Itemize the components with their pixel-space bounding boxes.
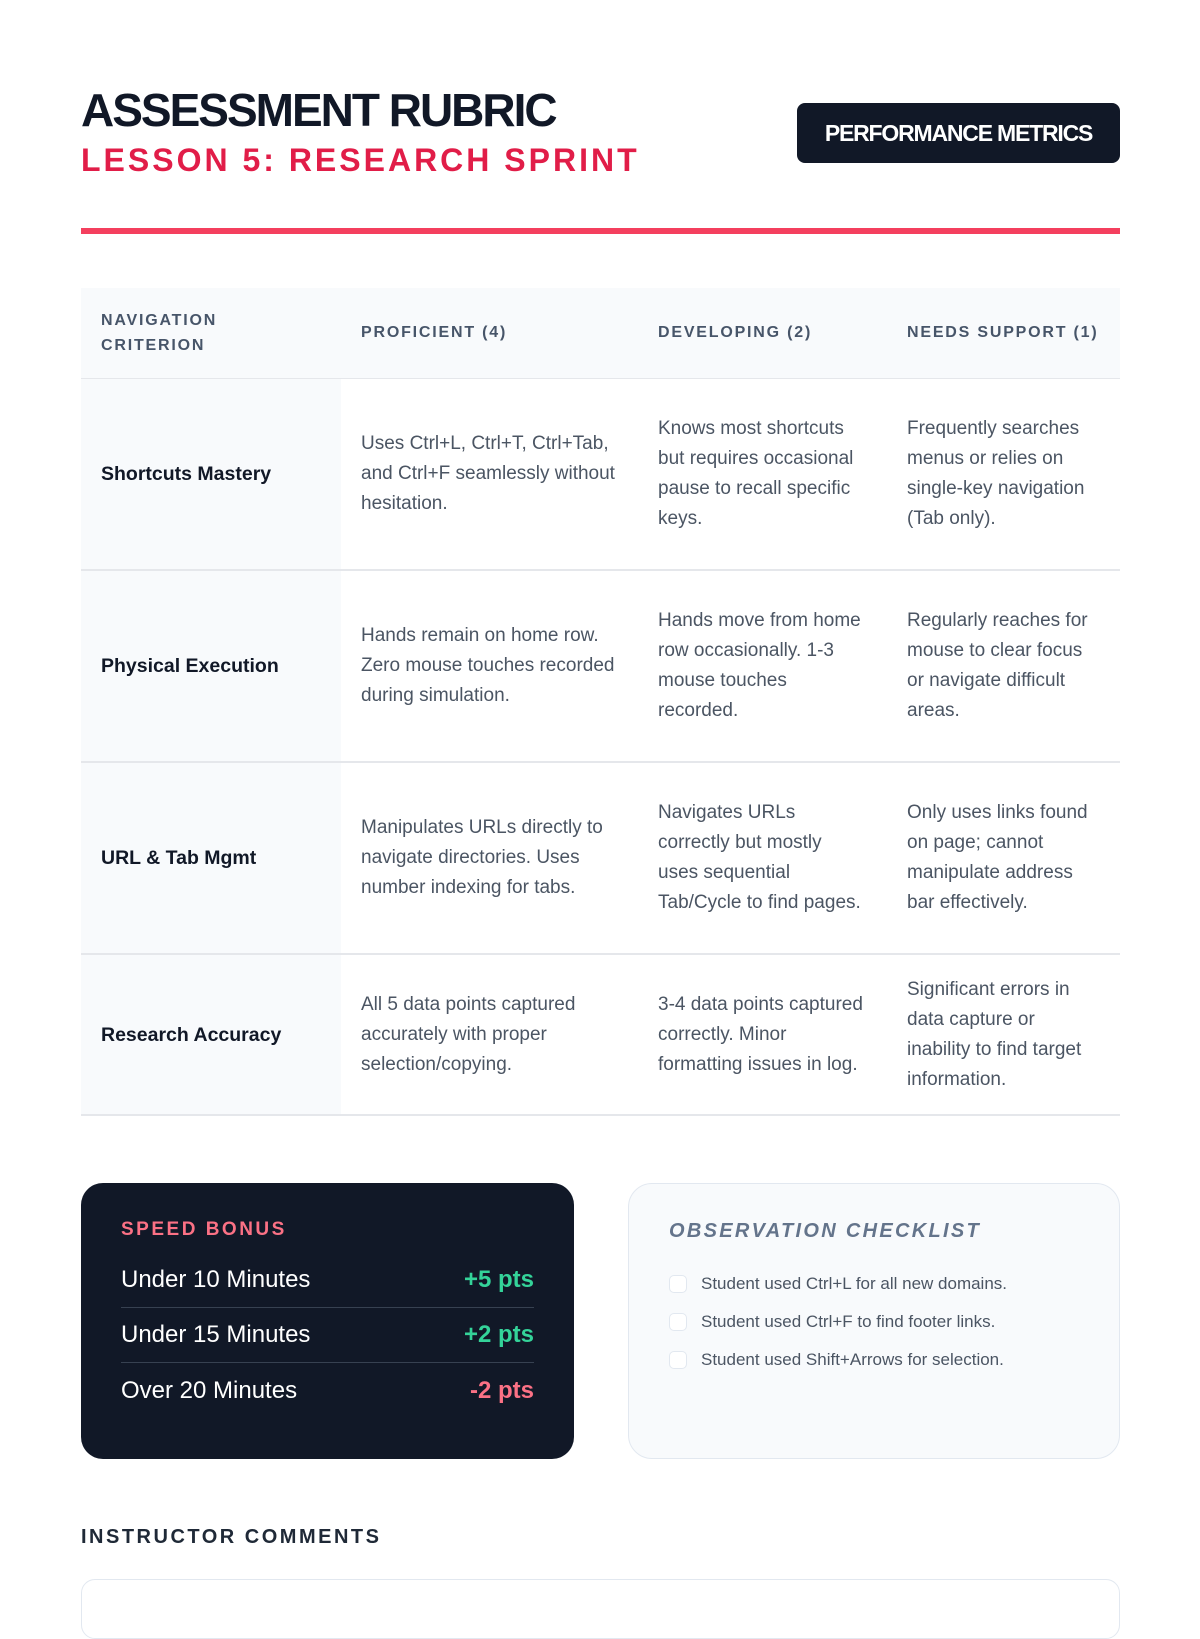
checkbox[interactable] [669,1351,687,1369]
table-row: URL & Tab Mgmt Manipulates URLs directly… [81,762,1120,955]
developing-cell: 3-4 data points captured correctly. Mino… [638,954,887,1116]
proficient-cell: All 5 data points captured accurately wi… [341,954,638,1116]
needs-support-cell: Regularly reaches for mouse to clear foc… [887,570,1120,763]
checklist-label: Student used Ctrl+L for all new domains. [701,1274,1008,1293]
checkbox[interactable] [669,1275,687,1293]
speed-bonus-points: +2 pts [463,1321,534,1348]
column-header: DEVELOPING (2) [638,288,887,379]
developing-cell: Navigates URLs correctly but mostly uses… [638,762,887,955]
speed-bonus-row: Over 20 Minutes -2 pts [121,1363,534,1418]
checklist-label: Student used Ctrl+F to find footer links… [701,1312,996,1331]
speed-bonus-label: Under 15 Minutes [121,1321,311,1348]
speed-bonus-points: +5 pts [463,1266,534,1293]
checklist-item[interactable]: Student used Ctrl+F to find footer links… [669,1303,1079,1341]
instructor-comments-label: INSTRUCTOR COMMENTS [81,1526,382,1548]
column-header: NAVIGATION CRITERION [81,288,341,379]
speed-bonus-title: SPEED BONUS [121,1219,287,1240]
speed-bonus-label: Under 10 Minutes [121,1266,311,1293]
table-row: Shortcuts Mastery Uses Ctrl+L, Ctrl+T, C… [81,378,1120,571]
table-row: Research Accuracy All 5 data points capt… [81,954,1120,1116]
checklist-item[interactable]: Student used Shift+Arrows for selection. [669,1341,1079,1379]
speed-bonus-row: Under 10 Minutes +5 pts [121,1253,534,1308]
criterion-cell: Physical Execution [81,570,341,763]
checklist-item[interactable]: Student used Ctrl+L for all new domains. [669,1265,1079,1303]
observation-checklist-card: OBSERVATION CHECKLIST Student used Ctrl+… [628,1183,1120,1459]
proficient-cell: Uses Ctrl+L, Ctrl+T, Ctrl+Tab, and Ctrl+… [341,378,638,571]
proficient-cell: Hands remain on home row. Zero mouse tou… [341,570,638,763]
header: ASSESSMENT RUBRIC LESSON 5: RESEARCH SPR… [81,82,1120,234]
performance-metrics-badge: PERFORMANCE METRICS [797,103,1120,163]
criterion-cell: Shortcuts Mastery [81,378,341,571]
needs-support-cell: Frequently searches menus or relies on s… [887,378,1120,571]
checkbox[interactable] [669,1313,687,1331]
criterion-cell: URL & Tab Mgmt [81,762,341,955]
instructor-comments-box[interactable] [81,1579,1120,1639]
developing-cell: Hands move from home row occasionally. 1… [638,570,887,763]
criterion-cell: Research Accuracy [81,954,341,1116]
proficient-cell: Manipulates URLs directly to navigate di… [341,762,638,955]
speed-bonus-row: Under 15 Minutes +2 pts [121,1308,534,1363]
needs-support-cell: Significant errors in data capture or in… [887,954,1120,1116]
checklist-label: Student used Shift+Arrows for selection. [701,1350,1004,1369]
page-subtitle: LESSON 5: RESEARCH SPRINT [81,142,640,178]
checklist-title: OBSERVATION CHECKLIST [669,1220,982,1242]
table-header-row: NAVIGATION CRITERION PROFICIENT (4) DEVE… [81,288,1120,379]
speed-bonus-card: SPEED BONUS Under 10 Minutes +5 pts Under… [81,1183,574,1459]
page-title: ASSESSMENT RUBRIC [81,84,558,136]
rubric-table: NAVIGATION CRITERION PROFICIENT (4) DEVE… [81,288,1120,1116]
developing-cell: Knows most shortcuts but requires occasi… [638,378,887,571]
speed-bonus-points: -2 pts [469,1376,534,1404]
table-row: Physical Execution Hands remain on home … [81,570,1120,763]
column-header: NEEDS SUPPORT (1) [887,288,1120,379]
column-header: PROFICIENT (4) [341,288,638,379]
speed-bonus-label: Over 20 Minutes [121,1376,298,1404]
needs-support-cell: Only uses links found on page; cannot ma… [887,762,1120,955]
